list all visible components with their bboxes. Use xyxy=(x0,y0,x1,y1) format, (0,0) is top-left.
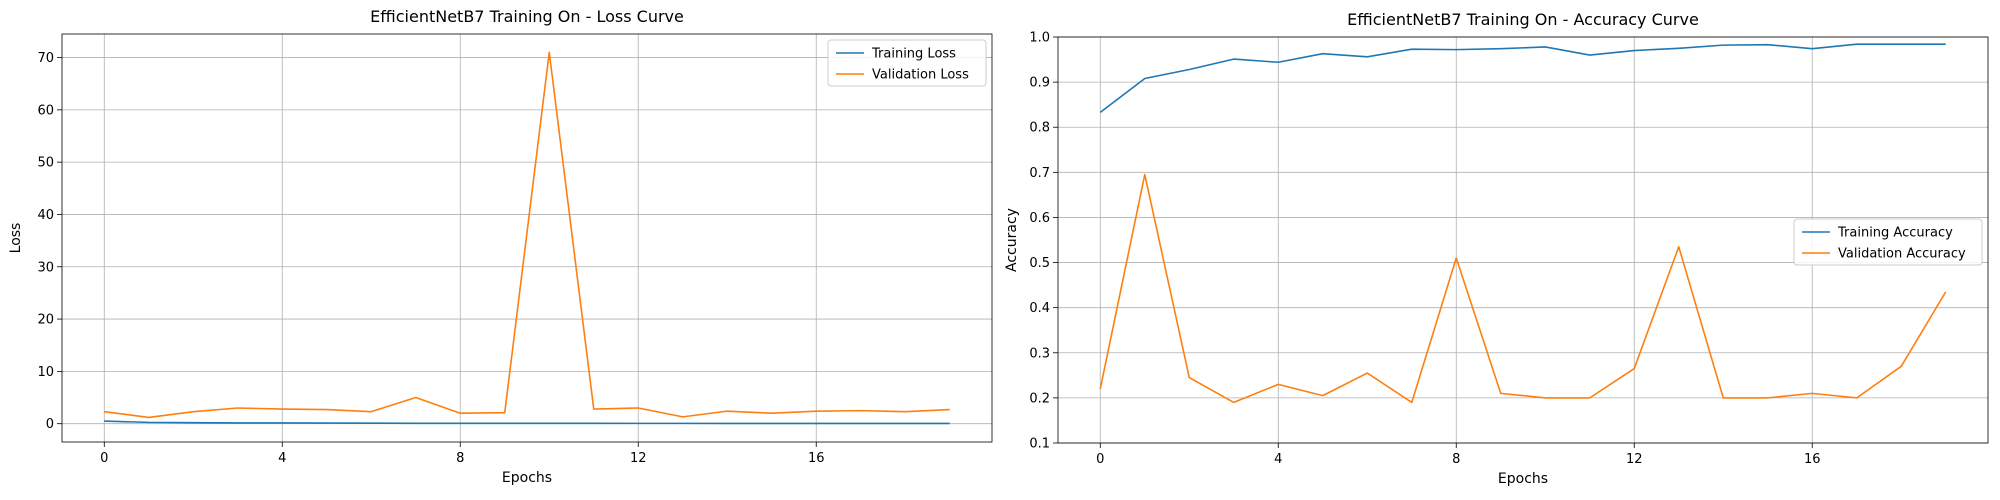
loss-x-tick-label: 8 xyxy=(456,451,464,466)
accuracy-chart-xlabel: Epochs xyxy=(1498,471,1548,487)
accuracy-x-tick-label: 8 xyxy=(1452,452,1460,467)
accuracy-x-tick-label: 12 xyxy=(1626,452,1643,467)
loss-chart: EfficientNetB7 Training On - Loss Curve … xyxy=(8,7,993,486)
loss-chart-title: EfficientNetB7 Training On - Loss Curve xyxy=(370,7,684,26)
loss-legend-box xyxy=(827,39,987,87)
accuracy-series-validation-line xyxy=(1099,173,1947,404)
accuracy-y-tick-label: 0.6 xyxy=(1029,211,1050,226)
loss-y-tick-label: 30 xyxy=(37,260,54,275)
loss-ticks: 0 4 8 12 16 0 10 20 30 40 50 60 70 xyxy=(37,51,824,466)
accuracy-y-tick-label: 0.4 xyxy=(1029,301,1050,316)
accuracy-ticks: 0 4 8 12 16 0.1 0.2 0.3 0.4 0.5 0.6 0.7 0.8 0.9 1.0 xyxy=(1029,31,1820,468)
accuracy-y-tick-label: 0.7 xyxy=(1029,166,1050,181)
accuracy-legend-label: Validation Accuracy xyxy=(1838,247,1966,262)
accuracy-y-tick-label: 0.5 xyxy=(1029,256,1050,271)
accuracy-x-tick-label: 4 xyxy=(1274,452,1282,467)
accuracy-series-training-line xyxy=(1099,43,1946,113)
accuracy-x-tick-label: 0 xyxy=(1096,452,1104,467)
loss-x-tick-label: 0 xyxy=(100,451,108,466)
accuracy-chart-ylabel: Accuracy xyxy=(1004,208,1020,272)
loss-y-tick-label: 50 xyxy=(37,156,54,171)
accuracy-x-tick-label: 16 xyxy=(1804,452,1821,467)
loss-y-tick-label: 20 xyxy=(37,313,54,328)
loss-x-tick-label: 4 xyxy=(278,451,286,466)
loss-legend-label: Validation Loss xyxy=(872,68,969,83)
loss-legend: Training Loss Validation Loss xyxy=(827,39,987,87)
accuracy-y-tick-label: 0.8 xyxy=(1029,121,1050,136)
accuracy-y-tick-label: 0.2 xyxy=(1029,391,1050,406)
accuracy-y-tick-label: 0.3 xyxy=(1029,346,1050,361)
accuracy-chart-title: EfficientNetB7 Training On - Accuracy Cu… xyxy=(1347,10,1699,29)
loss-y-tick-label: 70 xyxy=(37,51,54,66)
loss-chart-ylabel: Loss xyxy=(8,223,24,254)
accuracy-y-tick-label: 0.9 xyxy=(1029,76,1050,91)
loss-y-tick-label: 40 xyxy=(37,208,54,223)
loss-y-tick-label: 10 xyxy=(37,365,54,380)
loss-chart-xlabel: Epochs xyxy=(502,470,552,486)
accuracy-legend-box xyxy=(1793,218,1983,266)
accuracy-y-tick-label: 1.0 xyxy=(1029,31,1050,46)
loss-series-validation-line xyxy=(104,51,950,419)
loss-series-training-line xyxy=(104,420,950,425)
accuracy-legend: Training Accuracy Validation Accuracy xyxy=(1793,218,1983,266)
accuracy-axes-frame xyxy=(1057,36,1989,444)
accuracy-chart: EfficientNetB7 Training On - Accuracy Cu… xyxy=(1004,10,1989,487)
loss-y-tick-label: 60 xyxy=(37,103,54,118)
loss-x-tick-label: 16 xyxy=(808,451,825,466)
accuracy-y-tick-label: 0.1 xyxy=(1029,437,1050,452)
loss-legend-label: Training Loss xyxy=(871,47,956,62)
loss-y-tick-label: 0 xyxy=(46,417,54,432)
accuracy-legend-label: Training Accuracy xyxy=(1837,226,1953,241)
loss-x-tick-label: 12 xyxy=(630,451,647,466)
loss-axes-frame xyxy=(61,33,993,443)
